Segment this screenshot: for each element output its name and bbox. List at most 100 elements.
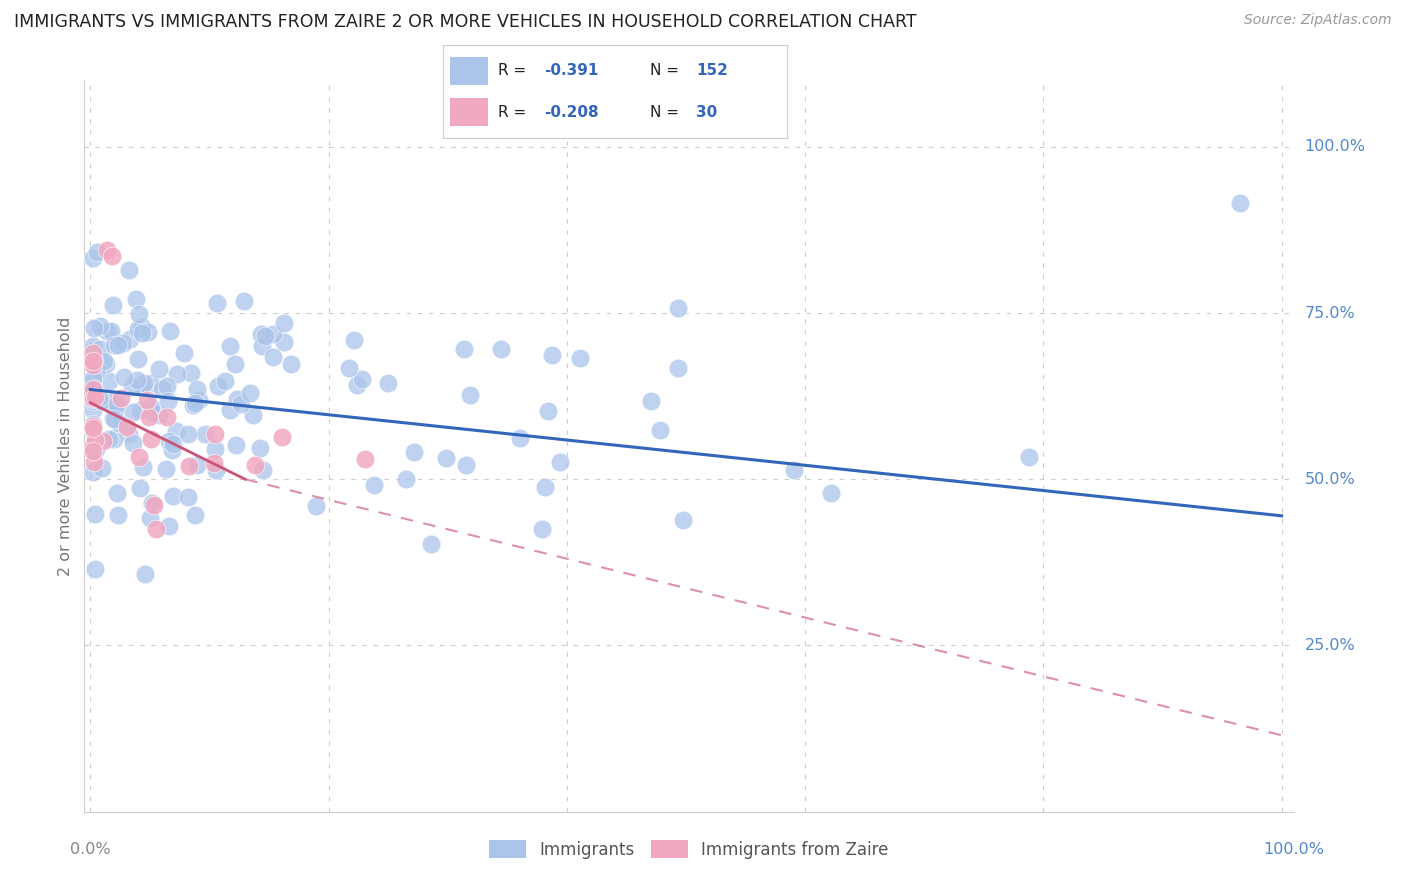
Point	[184, 396, 207, 410]
Point	[141, 432, 163, 446]
Point	[82, 359, 104, 373]
Point	[186, 458, 208, 473]
Point	[115, 419, 138, 434]
Point	[568, 351, 591, 365]
Point	[82, 382, 104, 396]
Point	[219, 403, 242, 417]
Point	[1018, 450, 1040, 464]
Point	[177, 490, 200, 504]
Point	[100, 250, 122, 264]
Point	[107, 397, 129, 411]
Point	[204, 426, 226, 441]
FancyBboxPatch shape	[450, 57, 488, 85]
Text: R =: R =	[498, 63, 531, 78]
Point	[103, 432, 125, 446]
Point	[537, 403, 560, 417]
Point	[134, 376, 156, 390]
Point	[548, 455, 571, 469]
Text: Source: ZipAtlas.com: Source: ZipAtlas.com	[1244, 13, 1392, 28]
Point	[84, 507, 107, 521]
Point	[86, 244, 108, 259]
Point	[224, 357, 246, 371]
Point	[239, 385, 262, 400]
Point	[96, 324, 118, 338]
Point	[162, 437, 184, 451]
Point	[157, 393, 180, 408]
Point	[91, 434, 114, 448]
Point	[254, 329, 277, 343]
Text: -0.391: -0.391	[544, 63, 599, 78]
Text: 75.0%: 75.0%	[1305, 306, 1355, 320]
Point	[122, 405, 145, 419]
Point	[107, 486, 129, 500]
Point	[101, 398, 124, 412]
Point	[157, 434, 180, 449]
Point	[127, 322, 149, 336]
Point	[143, 498, 166, 512]
Point	[135, 392, 157, 407]
Point	[82, 443, 104, 458]
Point	[531, 523, 554, 537]
Point	[139, 376, 162, 391]
Point	[150, 382, 173, 396]
Point	[1229, 196, 1251, 211]
Text: 50.0%: 50.0%	[1305, 472, 1355, 487]
Y-axis label: 2 or more Vehicles in Household: 2 or more Vehicles in Household	[58, 317, 73, 575]
Point	[89, 318, 111, 333]
Point	[93, 353, 115, 368]
Point	[541, 347, 564, 361]
Point	[194, 427, 217, 442]
Point	[205, 463, 228, 477]
Point	[128, 307, 150, 321]
Point	[173, 346, 195, 360]
Point	[219, 339, 242, 353]
Point	[128, 481, 150, 495]
Point	[138, 510, 160, 524]
Point	[229, 397, 252, 411]
Point	[155, 461, 177, 475]
Point	[434, 450, 457, 465]
Point	[533, 480, 555, 494]
Point	[145, 522, 167, 536]
Point	[94, 358, 117, 372]
Point	[82, 422, 104, 436]
Point	[108, 416, 131, 430]
Point	[82, 391, 104, 405]
Point	[242, 408, 264, 422]
Point	[82, 466, 104, 480]
Point	[280, 357, 302, 371]
Point	[138, 409, 160, 424]
Point	[337, 361, 360, 376]
Point	[666, 361, 689, 376]
Point	[305, 499, 328, 513]
Point	[82, 424, 104, 438]
Point	[111, 335, 134, 350]
Text: R =: R =	[498, 104, 531, 120]
Point	[83, 352, 105, 367]
Point	[343, 333, 366, 347]
Point	[458, 388, 481, 402]
Text: 100.0%: 100.0%	[1263, 842, 1324, 857]
Point	[204, 442, 226, 457]
Point	[226, 392, 249, 406]
Point	[100, 324, 122, 338]
Point	[640, 393, 662, 408]
Point	[104, 403, 127, 417]
Point	[131, 320, 153, 334]
Point	[491, 342, 513, 356]
Point	[84, 390, 107, 404]
Point	[249, 327, 271, 342]
Point	[207, 379, 229, 393]
Point	[87, 391, 110, 405]
Text: 152: 152	[696, 63, 728, 78]
Point	[148, 408, 170, 422]
Point	[245, 458, 267, 472]
Point	[156, 379, 179, 393]
Point	[141, 496, 163, 510]
Point	[184, 508, 207, 522]
Point	[112, 370, 135, 384]
Point	[118, 427, 141, 442]
Point	[249, 442, 271, 456]
Point	[82, 346, 104, 360]
Point	[166, 368, 188, 382]
